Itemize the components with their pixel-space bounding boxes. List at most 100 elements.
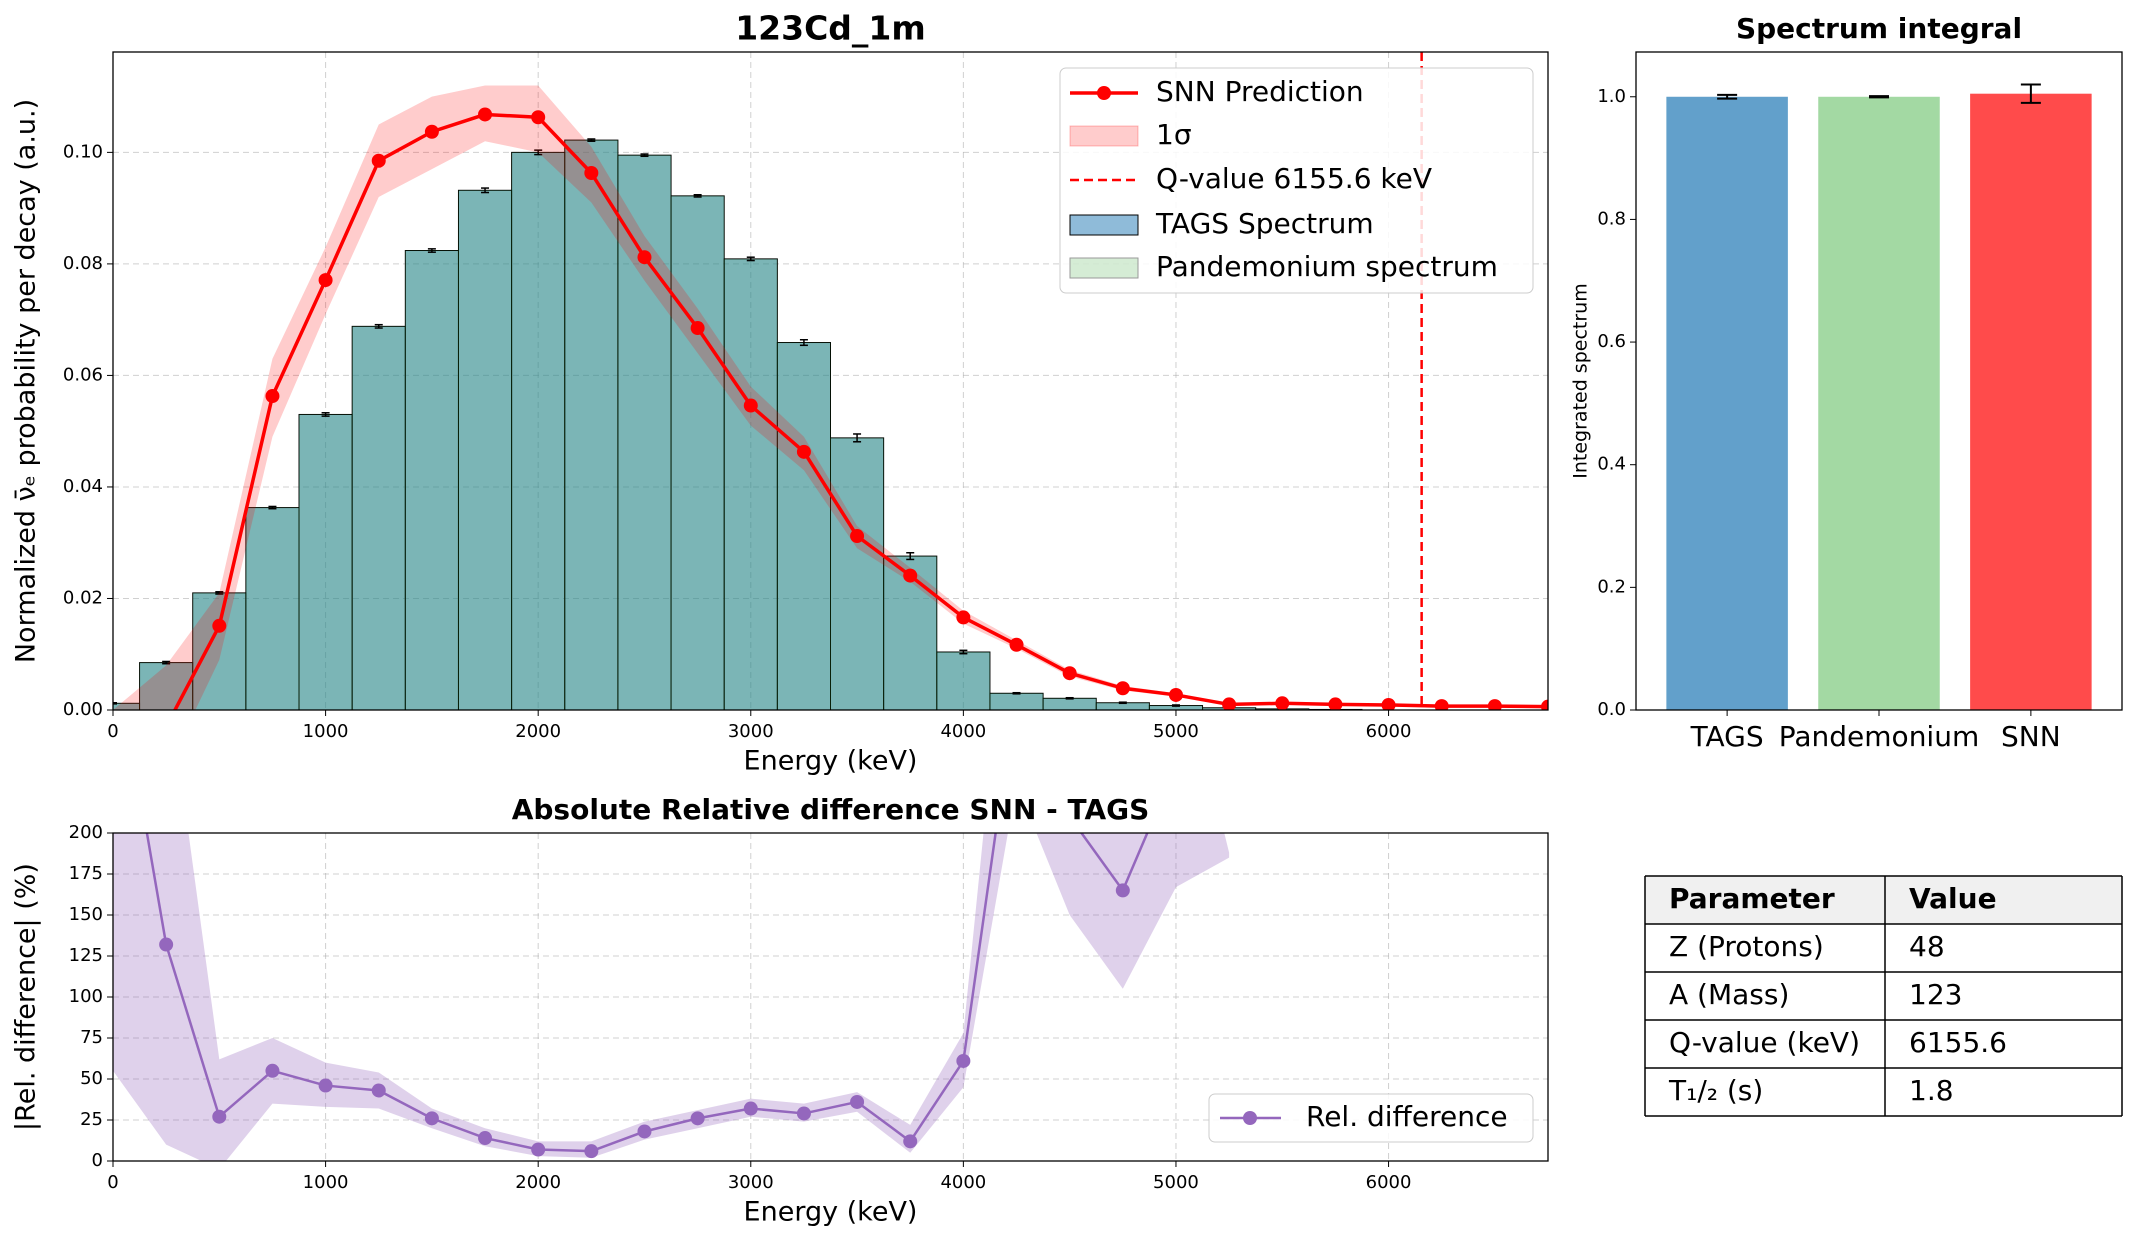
y-tick-label: 25 (80, 1109, 103, 1130)
x-tick-label: 5000 (1153, 721, 1199, 742)
marker (1169, 759, 1183, 773)
marker (159, 720, 173, 734)
error-bar (1118, 701, 1127, 705)
error-bar (1171, 704, 1180, 707)
legend-swatch (1069, 214, 1139, 236)
marker (265, 1063, 280, 1078)
marker (1328, 697, 1343, 710)
table-cell: 1.8 (1909, 1074, 1954, 1107)
error-bar (1869, 95, 1889, 99)
marker (796, 1106, 811, 1121)
histogram-bar (776, 342, 832, 710)
marker (478, 107, 493, 122)
x-tick-label: 4000 (940, 721, 986, 742)
legend-label: TAGS Spectrum (1155, 207, 1374, 240)
marker (690, 1111, 705, 1126)
y-tick-label: 0.0 (1597, 699, 1626, 720)
legend-label: Q-value 6155.6 keV (1156, 162, 1432, 195)
histogram-bar (511, 152, 565, 710)
error-bar (959, 649, 968, 655)
histogram-bar (1043, 698, 1097, 710)
marker (371, 1083, 386, 1098)
chart-title: Spectrum integral (1736, 12, 2022, 45)
marker (159, 937, 174, 952)
marker (956, 1053, 971, 1068)
legend-label: 1σ (1156, 118, 1192, 151)
marker (1168, 687, 1183, 702)
error-bar (640, 153, 649, 158)
histogram-bar (404, 250, 459, 710)
histogram-bar (777, 342, 831, 710)
legend-swatch (1069, 125, 1139, 147)
table-cell: Z (Protons) (1669, 930, 1824, 963)
y-axis-label: |Rel. difference| (%) (11, 863, 42, 1131)
line (172, 112, 1548, 710)
x-tick-label: 0 (107, 1172, 118, 1193)
marker (690, 321, 705, 336)
marker (531, 1142, 546, 1157)
y-tick-label: 0.02 (63, 587, 103, 608)
histogram-bar (139, 662, 193, 710)
histogram-bar (299, 414, 353, 710)
histogram-bar (458, 190, 512, 710)
histogram-bar (671, 195, 725, 710)
y-tick-label: 0.2 (1597, 576, 1626, 597)
marker (424, 1111, 439, 1126)
y-tick-label: 0.04 (63, 476, 103, 497)
y-axis-label: Integrated spectrum (1570, 283, 1592, 478)
y-tick-label: 0.6 (1597, 331, 1626, 352)
error-bar (1717, 93, 1738, 100)
plot-area (113, 52, 1548, 734)
table-cell: T₁/₂ (s) (1668, 1074, 1763, 1107)
error-bar (427, 248, 436, 253)
y-tick-label: 75 (80, 1027, 103, 1048)
x-tick-label: 6000 (1366, 1172, 1412, 1193)
parameter-table: Parameter Value Z (Protons) 48 A (Mass) 123 Q-… (1644, 875, 2123, 1117)
histogram-bar (139, 662, 194, 710)
histogram-bar (830, 437, 884, 710)
histogram-bar (617, 154, 672, 710)
x-axis-label: Energy (keV) (744, 1197, 918, 1228)
error-bar (906, 551, 915, 561)
y-tick-label: 0 (92, 1150, 103, 1171)
histogram-bar (936, 652, 990, 710)
marker (531, 110, 546, 125)
y-tick-label: 1.0 (1597, 86, 1626, 107)
error-bar (587, 138, 596, 142)
x-tick-label: Pandemonium (1779, 720, 1979, 753)
marker (318, 273, 333, 288)
histogram-bar (352, 326, 406, 710)
axes-frame (112, 832, 1549, 1162)
bar (1818, 96, 1940, 710)
axes-frame (112, 51, 1549, 711)
x-tick-label: 3000 (728, 1172, 774, 1193)
legend (1208, 1093, 1534, 1143)
error-bar (1065, 696, 1074, 700)
marker (903, 1134, 918, 1149)
error-bar (2020, 83, 2041, 104)
table-header: Value (1909, 882, 1997, 915)
x-tick-label: 5000 (1153, 1172, 1199, 1193)
y-tick-label: 200 (69, 822, 103, 843)
x-tick-label: 3000 (728, 721, 774, 742)
histogram-bar (192, 592, 247, 710)
histogram-bar (1096, 702, 1150, 710)
marker (478, 1131, 493, 1146)
table-cell: Q-value (keV) (1669, 1026, 1860, 1059)
marker (850, 1094, 865, 1109)
y-axis-label: Normalized ν̄ₑ probability per decay (a.… (11, 99, 42, 663)
legend-swatch (1243, 1111, 1257, 1125)
error-bar (481, 187, 490, 194)
marker (850, 529, 865, 544)
y-tick-label: 0.4 (1597, 454, 1626, 475)
legend-label: SNN Prediction (1156, 75, 1364, 108)
marker (1434, 699, 1449, 710)
bar (1970, 93, 2092, 710)
marker (424, 124, 439, 139)
marker (212, 618, 227, 633)
histogram-bar (1149, 705, 1203, 710)
histogram-bar (192, 592, 246, 710)
